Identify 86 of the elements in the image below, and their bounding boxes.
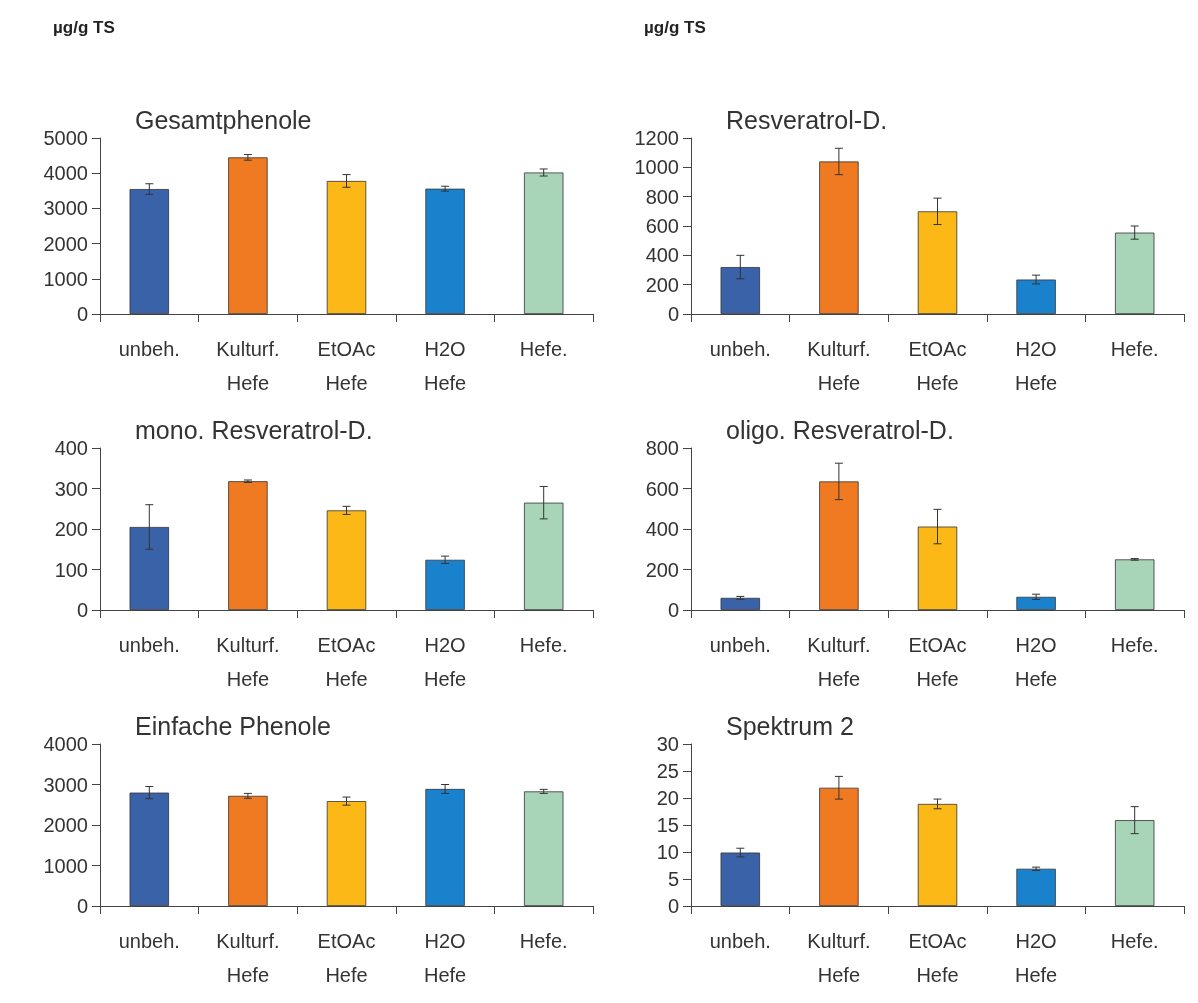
y-tick-label: 2000 bbox=[43, 814, 88, 836]
bar bbox=[720, 852, 761, 906]
x-tick-label: EtOAc Hefe bbox=[317, 634, 376, 690]
x-tick-label: unbeh. bbox=[118, 338, 180, 360]
y-tick-label: 0 bbox=[76, 895, 88, 917]
x-tick-label: Hefe. bbox=[1110, 930, 1159, 952]
y-axis-title: µg/g TS bbox=[53, 18, 115, 37]
y-tick-label: 4000 bbox=[43, 162, 88, 185]
x-tick-label: EtOAc Hefe bbox=[317, 930, 376, 986]
y-tick-label: 200 bbox=[645, 273, 679, 296]
x-tick-label: H2O Hefe bbox=[423, 338, 467, 394]
x-tick-label: EtOAc Hefe bbox=[317, 338, 376, 394]
bar bbox=[1016, 868, 1056, 906]
y-tick-label: 0 bbox=[667, 599, 679, 621]
x-tick-label: EtOAc Hefe bbox=[908, 634, 967, 690]
y-tick-label: 0 bbox=[76, 303, 88, 325]
chart-title: Einfache Phenole bbox=[135, 711, 331, 740]
x-tick-label: unbeh. bbox=[118, 634, 180, 656]
x-tick-label: Hefe. bbox=[519, 634, 568, 656]
bar bbox=[1016, 596, 1056, 610]
y-tick-label: 200 bbox=[54, 518, 88, 540]
y-tick-label: 5000 bbox=[43, 127, 88, 149]
x-tick-label: H2O Hefe bbox=[423, 930, 467, 986]
y-tick-label: 0 bbox=[667, 303, 679, 325]
x-tick-label: H2O Hefe bbox=[1014, 338, 1058, 394]
x-tick-label: unbeh. bbox=[709, 338, 771, 360]
x-tick-label: unbeh. bbox=[118, 930, 180, 952]
y-tick-label: 30 bbox=[656, 733, 679, 755]
y-tick-label: 800 bbox=[645, 185, 679, 208]
y-tick-label: 400 bbox=[645, 518, 679, 540]
x-tick-label: Hefe. bbox=[519, 930, 568, 952]
x-tick-label: H2O Hefe bbox=[1014, 634, 1058, 690]
bar bbox=[425, 188, 465, 314]
y-tick-label: 400 bbox=[645, 244, 679, 267]
y-tick-label: 25 bbox=[656, 760, 679, 782]
x-tick-label: Kulturf. Hefe bbox=[216, 338, 280, 394]
y-tick-label: 100 bbox=[54, 558, 88, 581]
y-tick-label: 800 bbox=[645, 437, 679, 459]
x-tick-label: unbeh. bbox=[709, 930, 771, 952]
x-tick-label: Kulturf. Hefe bbox=[807, 338, 871, 394]
bar bbox=[228, 157, 268, 314]
bar bbox=[917, 803, 958, 906]
chart-title: mono. Resveratrol-D. bbox=[135, 415, 373, 444]
x-tick-label: EtOAc Hefe bbox=[908, 338, 967, 394]
y-tick-label: 2000 bbox=[43, 232, 88, 255]
bar bbox=[228, 481, 268, 610]
x-tick-label: EtOAc Hefe bbox=[908, 930, 967, 986]
x-tick-label: Kulturf. Hefe bbox=[216, 930, 280, 986]
x-tick-label: Hefe. bbox=[1110, 338, 1159, 360]
x-tick-label: Kulturf. Hefe bbox=[807, 930, 871, 986]
bar bbox=[1016, 279, 1056, 314]
y-tick-label: 0 bbox=[667, 895, 679, 917]
bar bbox=[720, 597, 761, 610]
y-tick-label: 3000 bbox=[43, 773, 88, 796]
chart-title: Spektrum 2 bbox=[726, 711, 854, 740]
y-tick-label: 10 bbox=[656, 841, 679, 863]
x-tick-label: H2O Hefe bbox=[1014, 930, 1058, 986]
y-tick-label: 15 bbox=[656, 814, 679, 836]
y-tick-label: 300 bbox=[54, 477, 88, 500]
y-tick-label: 1200 bbox=[634, 127, 679, 149]
y-tick-label: 0 bbox=[76, 599, 88, 621]
y-tick-label: 200 bbox=[645, 558, 679, 581]
x-tick-label: Hefe. bbox=[519, 338, 568, 360]
y-tick-label: 4000 bbox=[43, 733, 88, 755]
y-tick-label: 20 bbox=[656, 787, 679, 809]
x-tick-label: unbeh. bbox=[709, 634, 771, 656]
y-tick-label: 400 bbox=[54, 437, 88, 459]
y-tick-label: 1000 bbox=[634, 156, 679, 179]
y-tick-label: 1000 bbox=[43, 854, 88, 877]
chart-title: Resveratrol-D. bbox=[726, 105, 888, 134]
y-tick-label: 5 bbox=[667, 868, 679, 890]
x-tick-label: Kulturf. Hefe bbox=[216, 634, 280, 690]
bar bbox=[425, 559, 465, 610]
y-axis-title: µg/g TS bbox=[644, 18, 706, 37]
y-tick-label: 1000 bbox=[43, 267, 88, 290]
bar bbox=[1114, 559, 1155, 610]
y-tick-label: 3000 bbox=[43, 197, 88, 220]
bar bbox=[326, 510, 367, 610]
y-tick-label: 600 bbox=[645, 477, 679, 500]
x-tick-label: Kulturf. Hefe bbox=[807, 634, 871, 690]
chart-title: oligo. Resveratrol-D. bbox=[726, 415, 954, 444]
chart-title: Gesamtphenole bbox=[135, 105, 312, 134]
bar bbox=[523, 172, 564, 314]
y-tick-label: 600 bbox=[645, 215, 679, 237]
x-tick-label: Hefe. bbox=[1110, 634, 1159, 656]
x-tick-label: H2O Hefe bbox=[423, 634, 467, 690]
